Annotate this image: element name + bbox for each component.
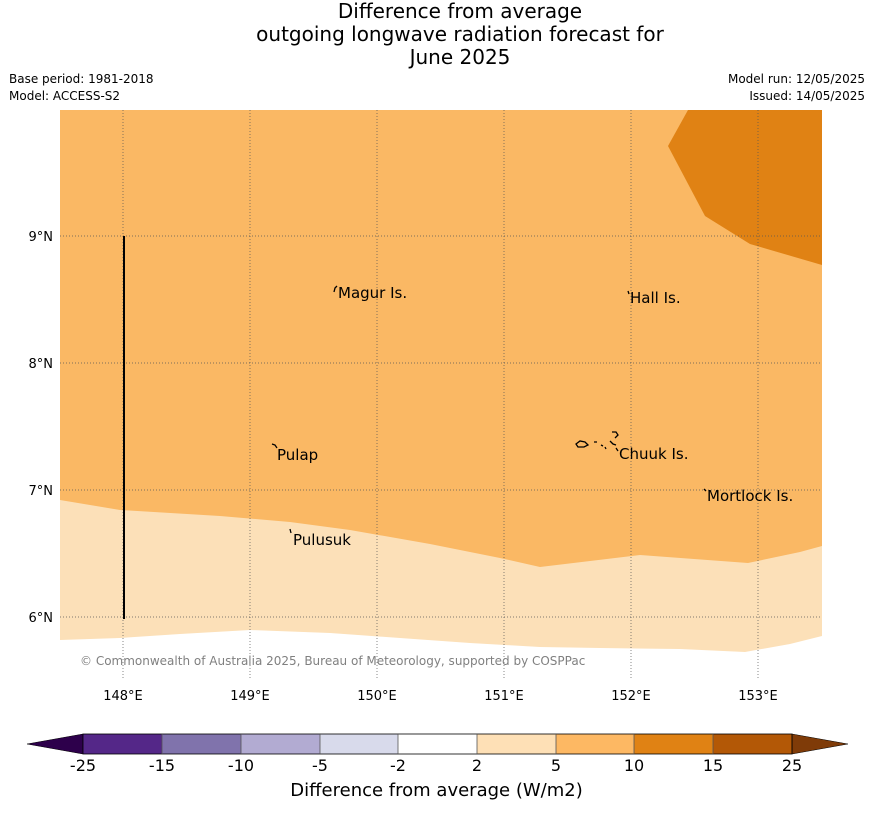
colorbar-tick: -25 xyxy=(70,756,96,775)
lon-tick-152e: 152°E xyxy=(611,689,651,704)
place-label-chuuk: Chuuk Is. xyxy=(619,445,688,463)
map-plot-area: Magur Is. Hall Is. Pulap Chuuk Is. Mortl… xyxy=(60,110,822,680)
place-label-hall: Hall Is. xyxy=(630,289,681,307)
title-line-1: Difference from average xyxy=(337,0,583,23)
colorbar-left-arrow xyxy=(26,733,84,755)
colorbar-tick: 10 xyxy=(624,756,644,775)
contour-band-10-15 xyxy=(668,110,822,265)
lat-tick-7n: 7°N xyxy=(29,484,54,499)
place-label-pulusuk: Pulusuk xyxy=(293,531,351,549)
model-run-text: Model run: 12/05/2025 xyxy=(727,72,865,86)
colorbar-tick: -5 xyxy=(312,756,328,775)
colorbar-swatch xyxy=(398,734,477,754)
island-pulap xyxy=(271,443,278,449)
colorbar-swatch xyxy=(83,734,162,754)
base-period-text: Base period: 1981-2018 xyxy=(9,72,154,86)
lon-tick-148e: 148°E xyxy=(103,689,143,704)
colorbar-tick: -15 xyxy=(149,756,175,775)
island-hall xyxy=(627,290,630,295)
meta-right: Model run: 12/05/2025 Issued: 14/05/2025 xyxy=(728,71,865,105)
colorbar: -25 -15 -10 -5 -2 2 5 10 15 25 xyxy=(26,733,849,775)
model-text: Model: ACCESS-S2 xyxy=(9,89,121,103)
colorbar-right-arrow xyxy=(791,733,849,755)
gridlines xyxy=(60,110,822,680)
chart-title: Difference from average outgoing longwav… xyxy=(0,0,873,69)
colorbar-swatch xyxy=(320,734,398,754)
island-pulusuk xyxy=(289,528,292,534)
colorbar-tick: -10 xyxy=(228,756,254,775)
colorbar-tick: 25 xyxy=(782,756,802,775)
contour-band-5-10 xyxy=(60,110,822,567)
colorbar-swatch xyxy=(477,734,556,754)
colorbar-swatch xyxy=(556,734,634,754)
title-line-2: outgoing longwave radiation forecast for xyxy=(256,22,664,46)
lon-tick-153e: 153°E xyxy=(738,689,778,704)
lat-tick-8n: 8°N xyxy=(29,357,54,372)
lat-tick-6n: 6°N xyxy=(29,611,54,626)
colorbar-tick: 5 xyxy=(551,756,561,775)
colorbar-swatch xyxy=(634,734,713,754)
island-outlines xyxy=(271,285,707,534)
colorbar-label: Difference from average (W/m2) xyxy=(290,780,583,801)
island-chuuk xyxy=(575,431,619,452)
place-label-mortlock: Mortlock Is. xyxy=(707,487,793,505)
issued-text: Issued: 14/05/2025 xyxy=(749,89,865,103)
place-label-pulap: Pulap xyxy=(277,446,318,464)
lon-tick-151e: 151°E xyxy=(484,689,524,704)
colorbar-outline xyxy=(82,733,793,755)
title-line-3: June 2025 xyxy=(409,45,511,69)
colorbar-tick: 2 xyxy=(472,756,482,775)
meta-left: Base period: 1981-2018 Model: ACCESS-S2 xyxy=(9,71,154,105)
lat-tick-9n: 9°N xyxy=(29,230,54,245)
lon-tick-150e: 150°E xyxy=(357,689,397,704)
colorbar-swatch xyxy=(162,734,241,754)
colorbar-tick: 15 xyxy=(703,756,723,775)
colorbar-tick: -2 xyxy=(390,756,406,775)
colorbar-swatch xyxy=(241,734,320,754)
island-mortlock xyxy=(703,488,707,492)
lon-tick-149e: 149°E xyxy=(230,689,270,704)
island-magur xyxy=(333,285,338,293)
place-label-magur: Magur Is. xyxy=(338,284,407,302)
copyright-text: © Commonwealth of Australia 2025, Bureau… xyxy=(80,654,585,668)
colorbar-swatch xyxy=(713,734,792,754)
